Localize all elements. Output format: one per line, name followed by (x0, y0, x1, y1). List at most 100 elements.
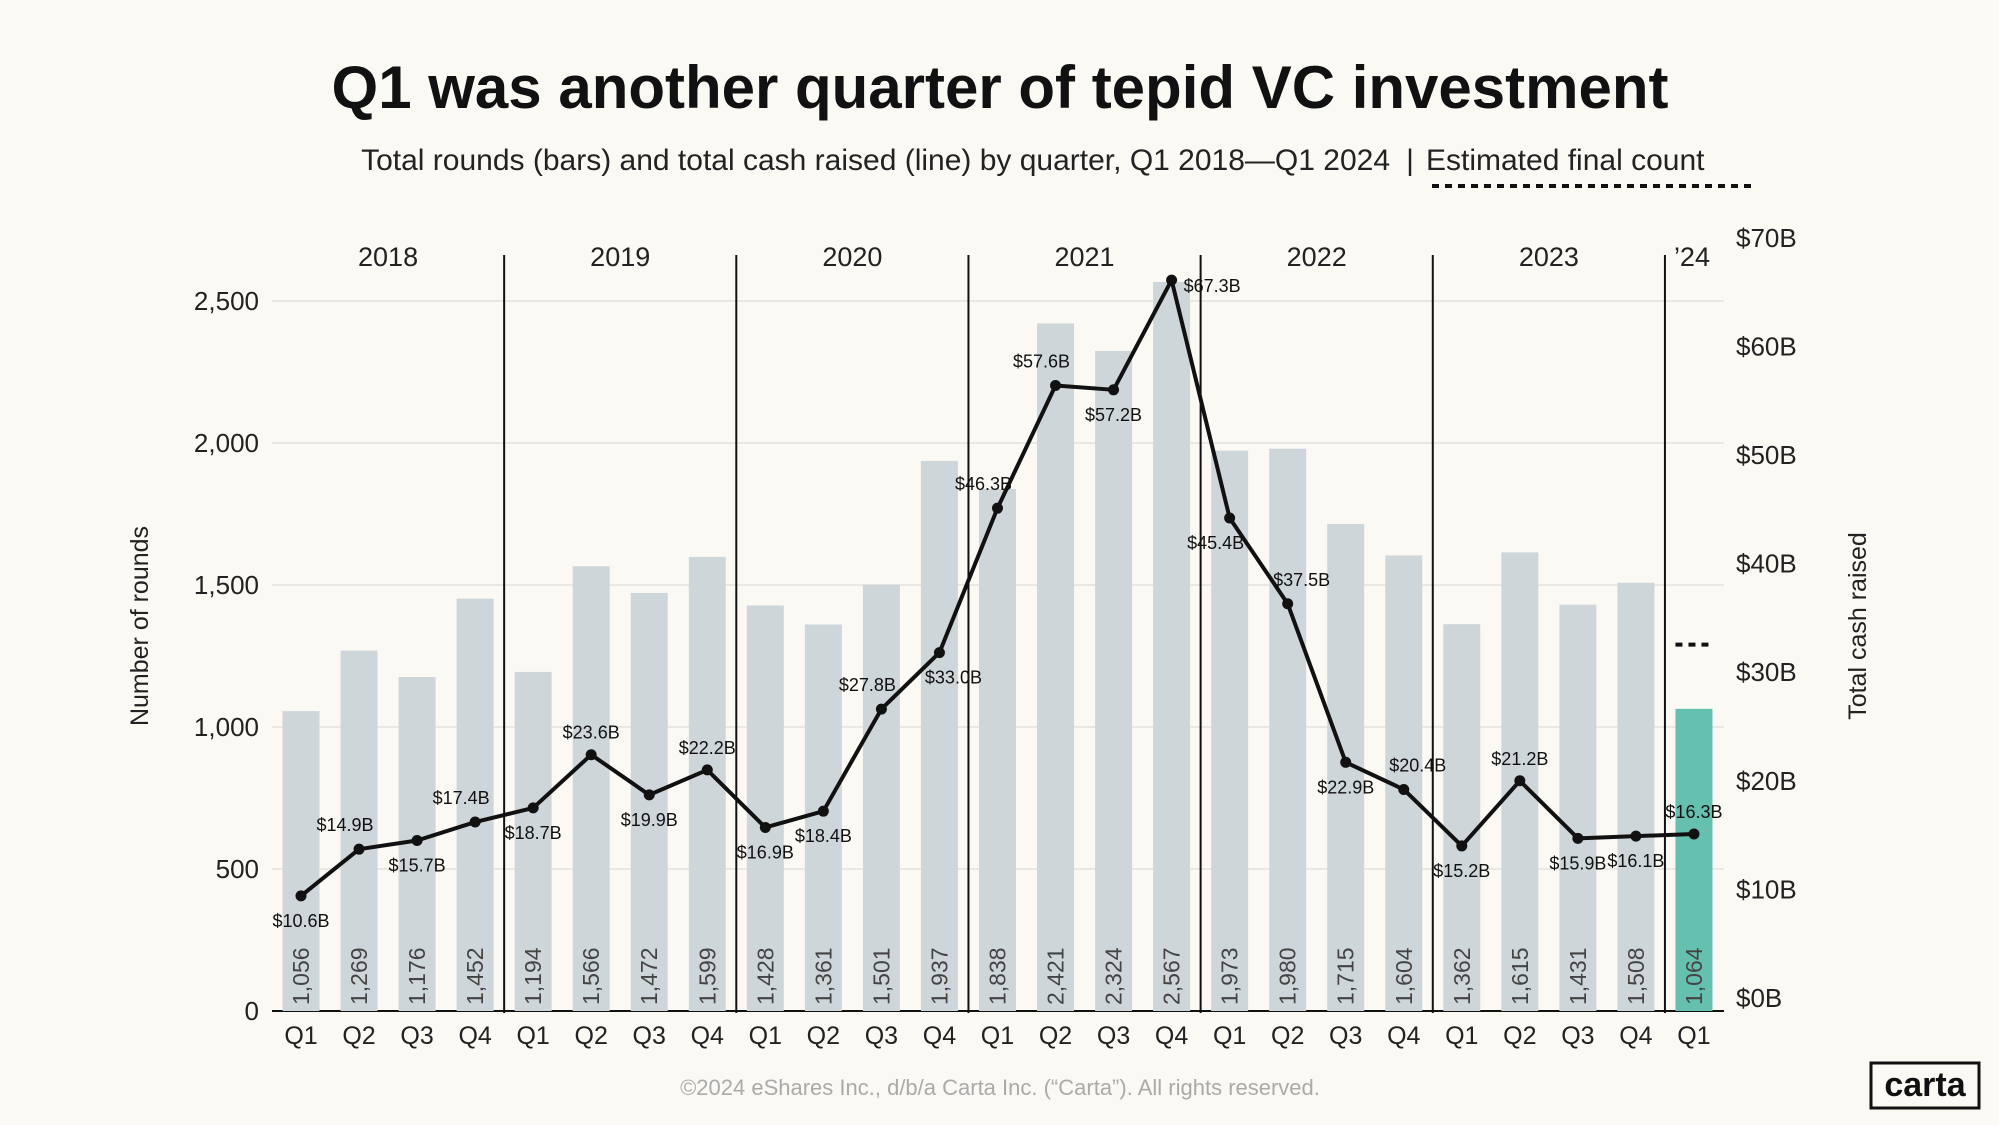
bar (456, 598, 494, 1011)
right-tick-label: $20B (1736, 766, 1797, 796)
cash-point-label: $57.2B (1085, 405, 1142, 425)
bars: 1,056 1,269 1,176 1,452 1,194 1,566 1,472 1,599… (282, 281, 1713, 1012)
bar (978, 489, 1016, 1011)
bar (514, 671, 552, 1011)
cash-point (875, 703, 887, 715)
cash-point (817, 805, 829, 817)
cash-point-label: $21.2B (1491, 749, 1548, 769)
right-tick-label: $0B (1736, 983, 1782, 1013)
year-label: 2023 (1519, 242, 1579, 272)
quarter-label: Q4 (691, 1022, 724, 1050)
quarter-label: Q4 (458, 1022, 491, 1050)
quarter-label: Q1 (1445, 1022, 1478, 1050)
bar (804, 624, 842, 1011)
cash-point-label: $18.7B (505, 823, 562, 843)
quarter-label: Q3 (633, 1022, 666, 1050)
bar-value-label: 1,973 (1217, 947, 1243, 1005)
cash-point-label: $17.4B (433, 788, 490, 808)
chart-title: Q1 was another quarter of tepid VC inves… (332, 54, 1669, 121)
quarter-label: Q3 (1097, 1022, 1130, 1050)
cash-point (469, 816, 481, 828)
axis-ticks: 0 500 1,000 1,500 2,000 2,500 $0B $10B $20B $30B $… (194, 223, 1797, 1026)
left-tick-label: 1,000 (194, 712, 259, 742)
bar-value-label: 2,567 (1159, 947, 1185, 1005)
year-label: 2019 (590, 242, 650, 272)
cash-point (1572, 832, 1584, 844)
cash-point (1108, 384, 1120, 396)
quarter-label: Q4 (1387, 1022, 1420, 1050)
left-tick-label: 2,000 (194, 428, 259, 458)
year-labels: 2018 2019 2020 2021 2022 2023 ’24 (358, 242, 1710, 272)
estimate-legend-label: Estimated final count (1426, 144, 1705, 177)
bar-value-label: 1,452 (462, 947, 488, 1005)
right-axis-title: Total cash raised (1844, 532, 1872, 720)
year-label: 2020 (822, 242, 882, 272)
quarter-label: Q2 (1271, 1022, 1304, 1050)
bar-value-label: 1,599 (694, 947, 720, 1005)
cash-point (1630, 830, 1642, 842)
bar-value-label: 1,566 (578, 947, 604, 1005)
bar (1095, 350, 1133, 1011)
bar-value-label: 2,324 (1101, 947, 1127, 1005)
quarter-label: Q1 (749, 1022, 782, 1050)
bar (1269, 448, 1307, 1011)
cash-point-label: $33.0B (925, 668, 982, 688)
bar-value-label: 1,937 (926, 947, 952, 1005)
bar (572, 566, 610, 1011)
quarter-label: Q1 (1213, 1022, 1246, 1050)
cash-point-label: $15.7B (389, 855, 446, 875)
bar-value-label: 1,056 (288, 947, 314, 1005)
left-tick-label: 2,500 (194, 286, 259, 316)
bar-value-label: 1,362 (1449, 947, 1475, 1005)
left-tick-label: 500 (216, 854, 259, 884)
quarter-label: Q3 (400, 1022, 433, 1050)
quarter-label: Q1 (981, 1022, 1014, 1050)
bar (1211, 450, 1249, 1012)
cash-point-label: $16.3B (1665, 802, 1722, 822)
bar-value-label: 1,361 (810, 947, 836, 1005)
cash-point (1340, 756, 1352, 768)
bar (1153, 281, 1191, 1011)
quarter-label: Q4 (923, 1022, 956, 1050)
bar (920, 460, 958, 1012)
bar (282, 711, 320, 1011)
bar-value-label: 2,421 (1043, 947, 1069, 1005)
cash-point (527, 802, 539, 814)
quarter-label: Q1 (1677, 1022, 1710, 1050)
quarter-label: Q4 (1155, 1022, 1188, 1050)
year-label: 2021 (1055, 242, 1115, 272)
cash-point (1514, 775, 1526, 787)
right-tick-label: $50B (1736, 440, 1797, 470)
left-tick-label: 1,500 (194, 570, 259, 600)
cash-point-label: $14.9B (317, 815, 374, 835)
cash-point (1398, 783, 1410, 795)
quarter-label: Q3 (1329, 1022, 1362, 1050)
cash-point-label: $19.9B (621, 810, 678, 830)
cash-point-label: $22.9B (1317, 777, 1374, 797)
cash-point (1050, 379, 1062, 391)
quarter-label: Q3 (1561, 1022, 1594, 1050)
quarter-label: Q4 (1619, 1022, 1652, 1050)
quarter-label: Q2 (1503, 1022, 1536, 1050)
cash-point-label: $23.6B (563, 723, 620, 743)
bar (340, 650, 378, 1011)
carta-logo-text: carta (1884, 1066, 1966, 1104)
cash-point-label: $10.6B (272, 911, 329, 931)
bar-value-label: 1,508 (1623, 947, 1649, 1005)
quarter-label: Q2 (575, 1022, 608, 1050)
left-axis-title: Number of rounds (126, 526, 154, 726)
subtitle-separator: | (1406, 144, 1414, 177)
bar-value-label: 1,501 (868, 947, 894, 1005)
cash-line: $10.6B $14.9B $15.7B $17.4B $18.7B $23.6B $19.… (272, 274, 1722, 931)
cash-point (643, 789, 655, 801)
cash-point (353, 843, 365, 855)
cash-point-label: $46.3B (955, 474, 1012, 494)
bar-value-label: 1,269 (346, 947, 372, 1005)
bar-value-label: 1,194 (520, 947, 546, 1005)
cash-point-label: $57.6B (1013, 351, 1070, 371)
quarter-label: Q2 (807, 1022, 840, 1050)
cash-point (1224, 512, 1236, 524)
cash-point-label: $15.2B (1433, 861, 1490, 881)
cash-point (295, 890, 307, 902)
bar-value-label: 1,980 (1275, 947, 1301, 1005)
